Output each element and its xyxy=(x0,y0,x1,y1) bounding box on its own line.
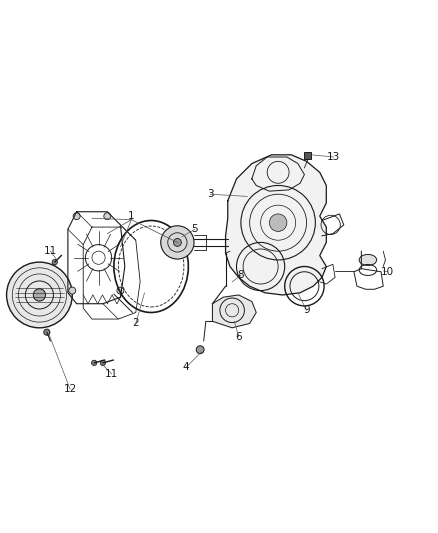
Circle shape xyxy=(100,360,106,366)
Text: 3: 3 xyxy=(207,189,214,199)
Circle shape xyxy=(92,360,97,366)
Circle shape xyxy=(173,238,181,246)
Circle shape xyxy=(196,346,204,354)
Ellipse shape xyxy=(359,254,377,265)
Circle shape xyxy=(52,260,57,265)
Circle shape xyxy=(33,289,46,301)
Text: 5: 5 xyxy=(191,224,198,235)
Circle shape xyxy=(269,214,287,231)
Text: 2: 2 xyxy=(132,318,139,328)
Circle shape xyxy=(7,262,72,328)
Text: 10: 10 xyxy=(381,266,394,277)
Text: 1: 1 xyxy=(128,211,135,221)
FancyBboxPatch shape xyxy=(304,152,311,159)
Text: 6: 6 xyxy=(235,332,242,342)
Text: 9: 9 xyxy=(303,305,310,316)
Text: 13: 13 xyxy=(327,152,340,162)
Circle shape xyxy=(104,213,111,220)
Polygon shape xyxy=(226,155,326,295)
Text: 12: 12 xyxy=(64,384,77,394)
Circle shape xyxy=(117,287,124,294)
Circle shape xyxy=(44,329,50,335)
Text: 11: 11 xyxy=(105,369,118,379)
Circle shape xyxy=(161,226,194,259)
Text: 4: 4 xyxy=(183,362,190,372)
Polygon shape xyxy=(212,295,256,328)
Circle shape xyxy=(69,287,76,294)
Text: 11: 11 xyxy=(44,246,57,256)
Circle shape xyxy=(73,213,80,220)
Text: 8: 8 xyxy=(237,270,244,280)
